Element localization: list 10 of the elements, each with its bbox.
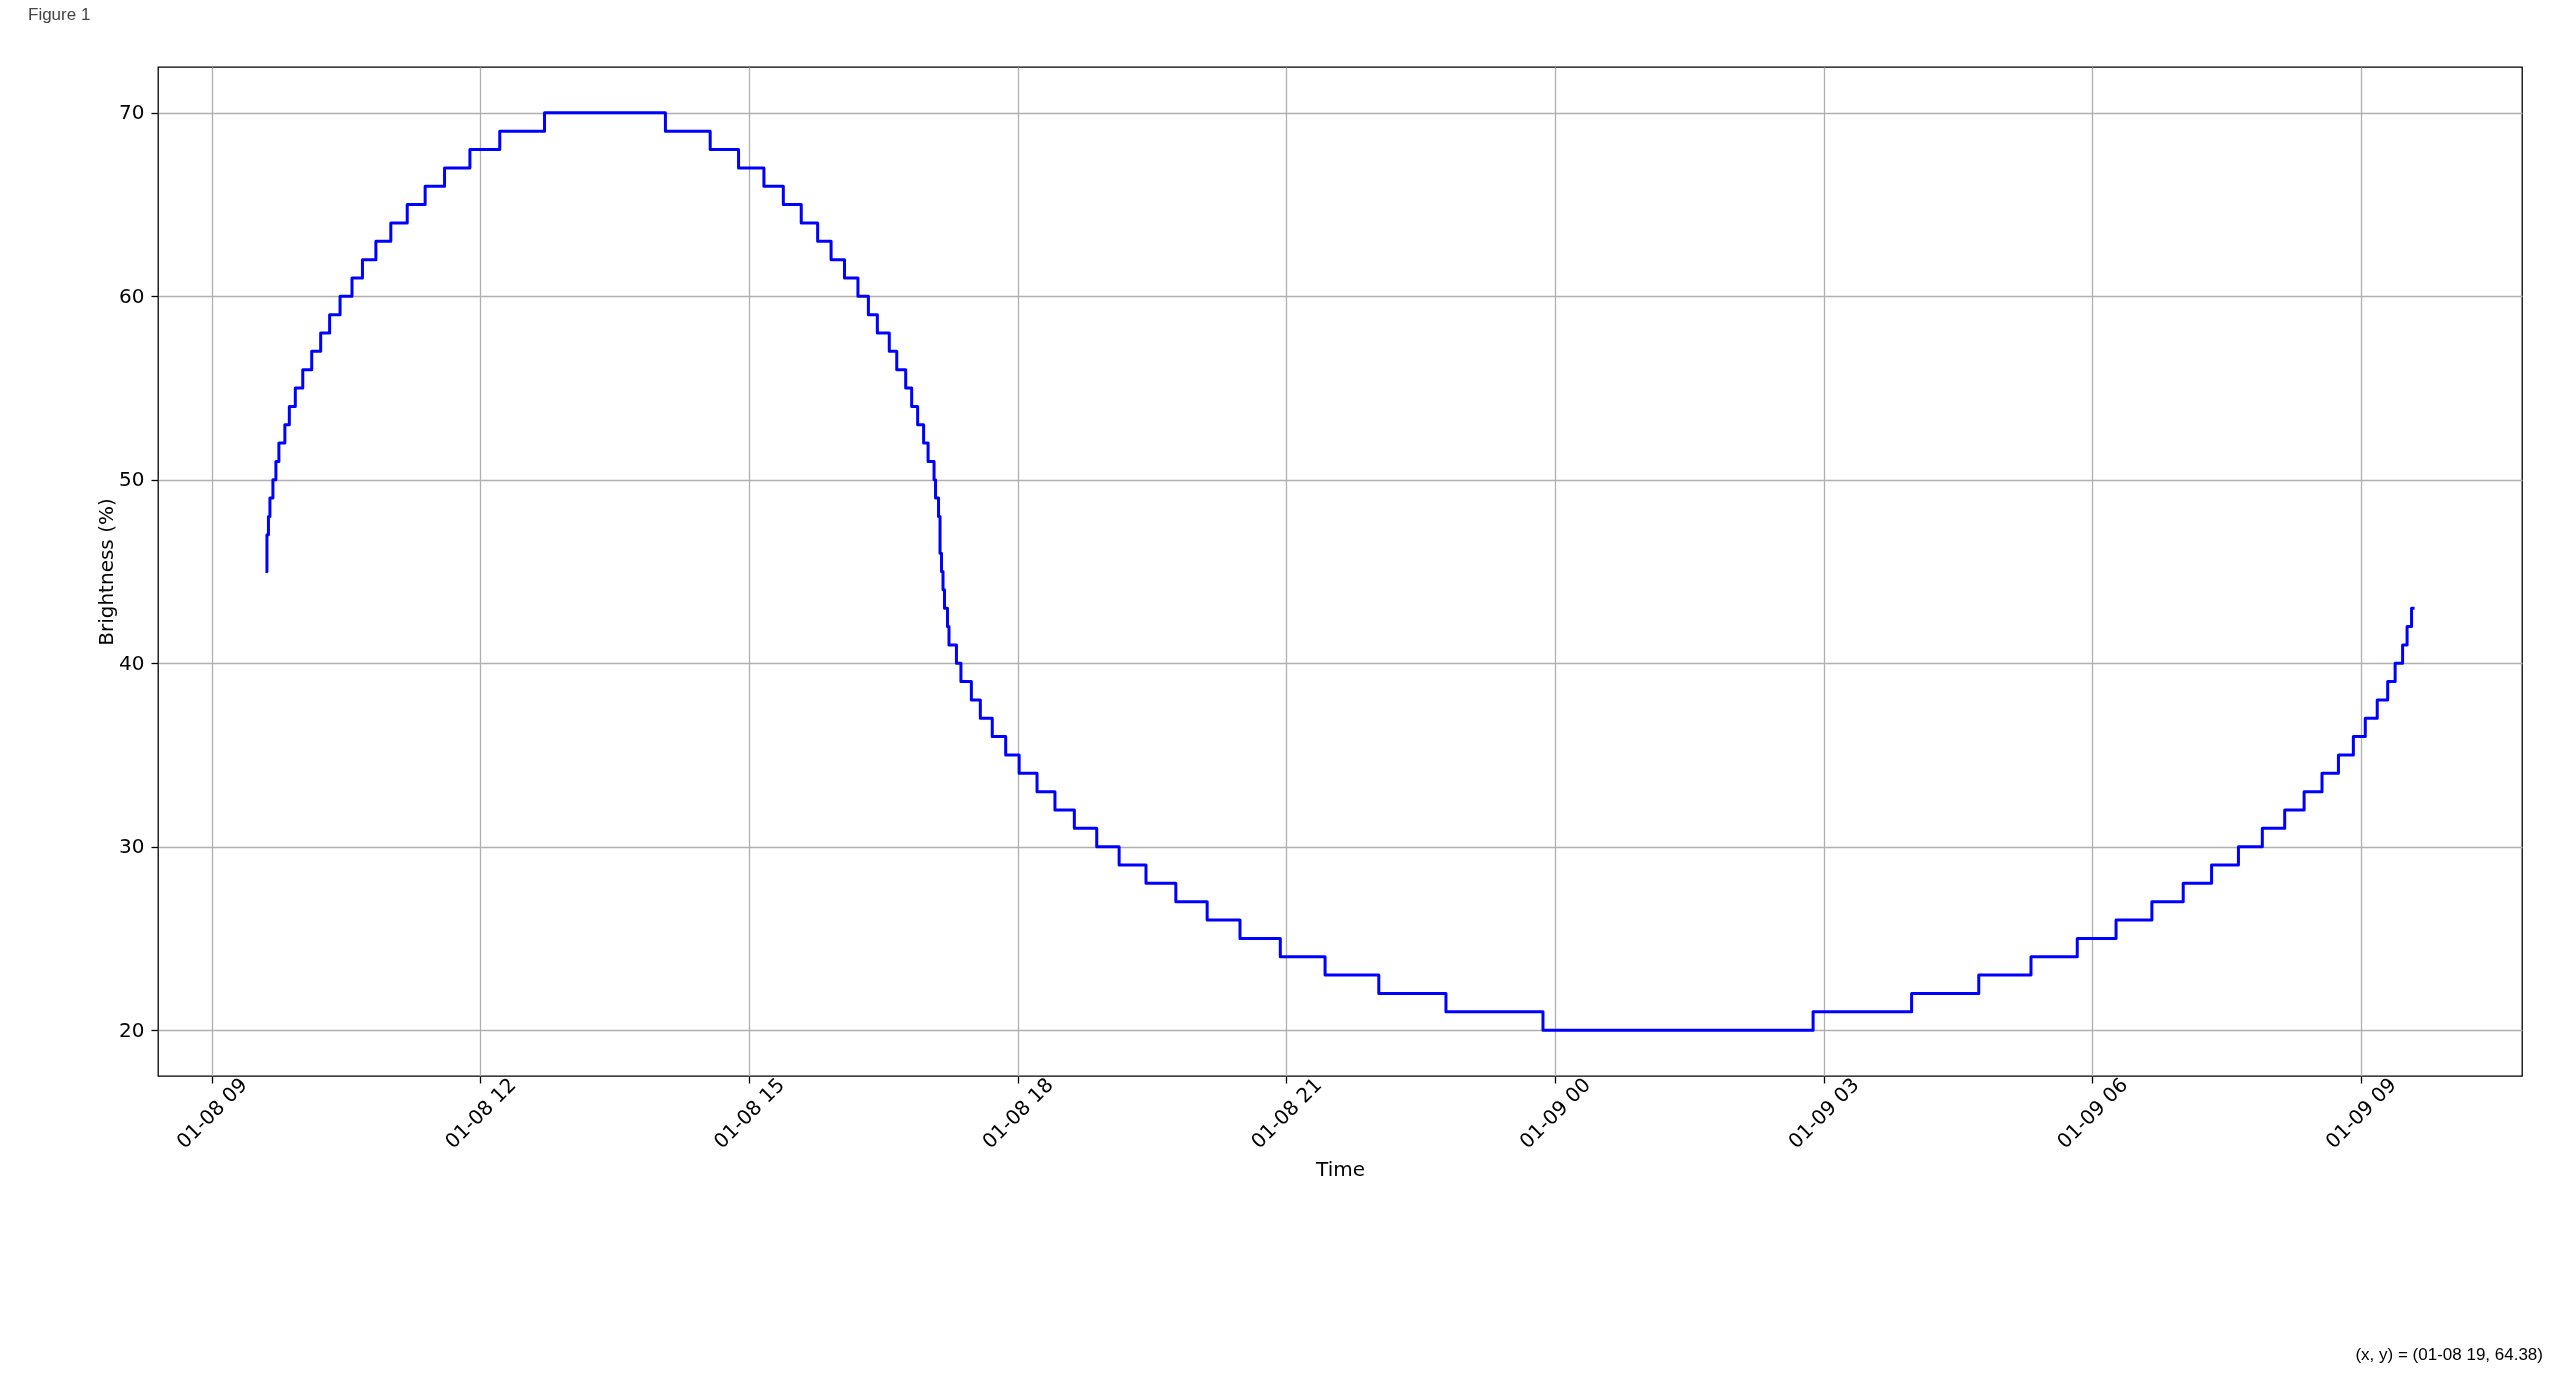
x-axis-title: Time <box>1315 1156 1365 1181</box>
y-tick-label: 20 <box>119 1017 145 1042</box>
y-tick-label: 30 <box>119 834 145 859</box>
y-axis-title: Brightness (%) <box>93 498 118 646</box>
y-tick-label: 70 <box>119 100 145 125</box>
caption: Figure 1 <box>28 5 91 24</box>
text: (x, y) = (01-08 19, 64.38) <box>2355 1345 2543 1364</box>
y-tick-label: 50 <box>119 467 145 492</box>
y-tick-label: 40 <box>119 650 145 675</box>
y-tick-label: 60 <box>119 283 145 308</box>
